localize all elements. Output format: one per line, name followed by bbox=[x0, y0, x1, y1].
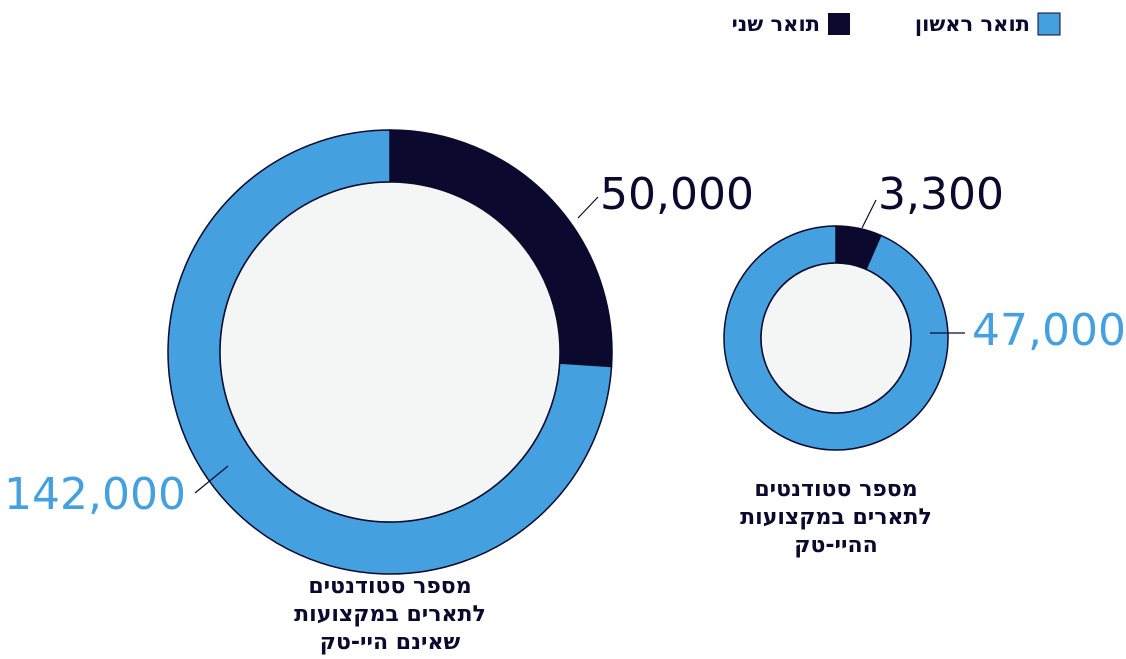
legend-label: תואר ראשון bbox=[915, 12, 1030, 36]
value-label: 47,000 bbox=[972, 305, 1126, 356]
donut-hole bbox=[219, 181, 561, 523]
chart-title: מספר סטודנטים bbox=[308, 574, 471, 599]
value-label: 142,000 bbox=[4, 469, 186, 520]
legend-swatch bbox=[828, 13, 850, 35]
chart-title: מספר סטודנטים bbox=[754, 477, 917, 502]
value-label: 3,300 bbox=[878, 169, 1004, 220]
legend-label: תואר שני bbox=[732, 12, 820, 36]
legend-swatch bbox=[1037, 12, 1061, 36]
leader-line bbox=[861, 199, 877, 229]
chart-title: לתארים במקצועות bbox=[294, 602, 486, 627]
donut-hole bbox=[760, 262, 912, 414]
chart-title: שאינם היי-טק bbox=[320, 630, 461, 655]
chart-title: לתארים במקצועות bbox=[740, 505, 932, 530]
value-label: 50,000 bbox=[600, 169, 754, 220]
leader-line bbox=[577, 196, 599, 219]
leader-line bbox=[194, 465, 229, 494]
chart-title: ההיי-טק bbox=[794, 533, 877, 558]
